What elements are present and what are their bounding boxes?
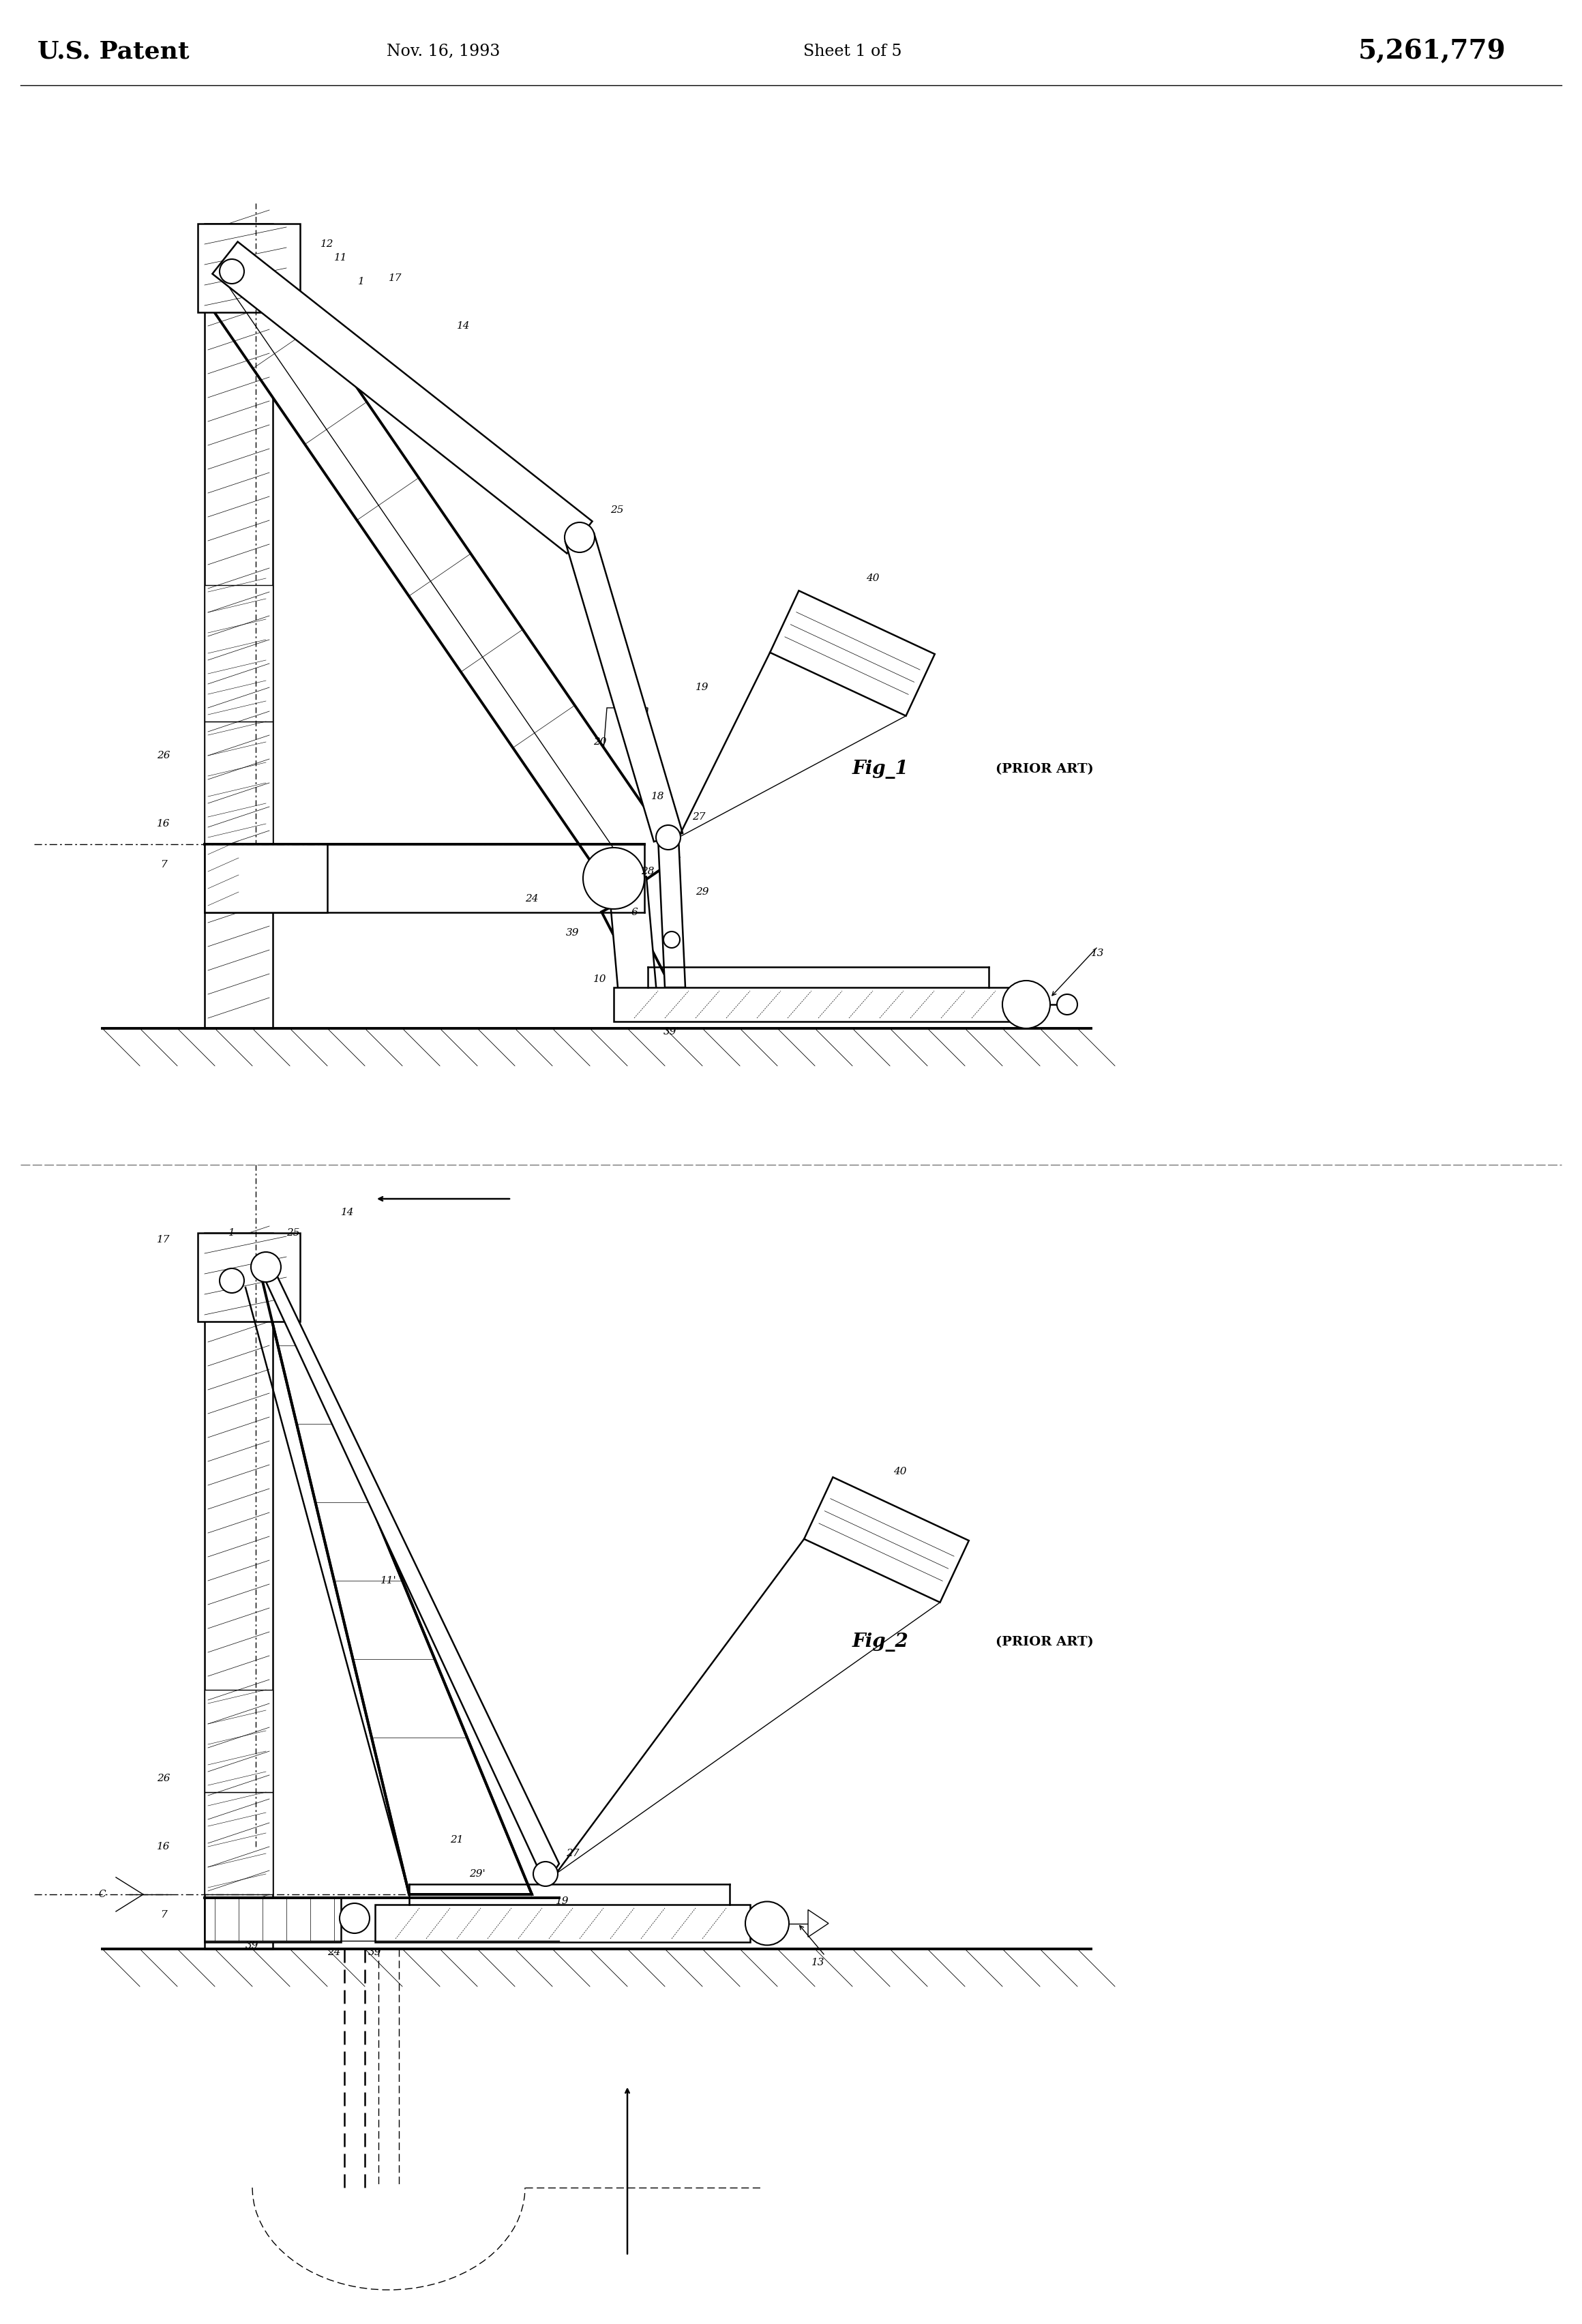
Circle shape <box>533 1862 558 1887</box>
Text: Fig_2: Fig_2 <box>853 1631 908 1652</box>
Text: 21: 21 <box>451 1836 464 1845</box>
Text: 7: 7 <box>160 1910 168 1920</box>
Text: 24: 24 <box>525 895 538 904</box>
Text: (PRIOR ART): (PRIOR ART) <box>995 1636 1093 1648</box>
Text: 39: 39 <box>369 1948 381 1957</box>
Bar <box>204 223 272 1027</box>
Bar <box>204 844 327 913</box>
Text: 6: 6 <box>631 909 638 918</box>
Text: 18: 18 <box>652 792 664 802</box>
Polygon shape <box>609 876 657 997</box>
Circle shape <box>252 1253 282 1283</box>
Text: 1: 1 <box>228 1227 236 1239</box>
Text: 25: 25 <box>286 1227 301 1239</box>
Polygon shape <box>623 995 682 1016</box>
Text: 17: 17 <box>157 1234 171 1246</box>
Text: 26: 26 <box>157 1773 171 1783</box>
Bar <box>204 586 272 720</box>
Text: 39: 39 <box>566 927 579 937</box>
Text: 39: 39 <box>245 1941 259 1950</box>
Text: 13: 13 <box>812 1957 824 1968</box>
Circle shape <box>663 932 680 948</box>
Text: 7: 7 <box>160 860 168 869</box>
Text: 40: 40 <box>867 574 880 583</box>
Circle shape <box>220 1269 244 1292</box>
Circle shape <box>1057 995 1077 1016</box>
Text: U.S. Patent: U.S. Patent <box>38 40 190 63</box>
Polygon shape <box>658 837 685 988</box>
Polygon shape <box>259 1267 558 1885</box>
Text: 16: 16 <box>157 1843 171 1852</box>
Text: 29: 29 <box>696 888 709 897</box>
Polygon shape <box>808 1910 829 1936</box>
Text: 10: 10 <box>593 974 607 983</box>
Text: 1: 1 <box>358 277 365 286</box>
Text: 40: 40 <box>894 1466 906 1476</box>
Circle shape <box>565 523 595 553</box>
Text: C: C <box>98 1889 106 1899</box>
Bar <box>204 1899 342 1943</box>
Text: Sheet 1 of 5: Sheet 1 of 5 <box>804 44 902 58</box>
Text: 29': 29' <box>470 1868 486 1878</box>
Bar <box>614 988 1009 1023</box>
Text: 14: 14 <box>342 1208 354 1218</box>
Bar <box>375 1906 750 1943</box>
Text: 19: 19 <box>555 1896 570 1906</box>
Text: 39': 39' <box>663 1027 680 1037</box>
Circle shape <box>584 848 644 909</box>
Circle shape <box>657 825 680 851</box>
Bar <box>204 1792 272 1894</box>
Text: 12: 12 <box>321 239 334 249</box>
Polygon shape <box>593 709 647 878</box>
Text: 17: 17 <box>389 274 402 284</box>
Circle shape <box>340 1903 370 1934</box>
Bar <box>198 1234 301 1322</box>
Text: 16: 16 <box>157 818 171 830</box>
Bar <box>204 1234 272 1950</box>
Text: 19: 19 <box>696 683 709 693</box>
Text: Fig_1: Fig_1 <box>853 760 908 779</box>
Text: 11': 11' <box>381 1576 397 1585</box>
Text: Nov. 16, 1993: Nov. 16, 1993 <box>386 44 500 58</box>
Text: 14: 14 <box>457 321 470 330</box>
Bar <box>204 1690 272 1792</box>
Circle shape <box>1003 981 1050 1027</box>
Text: (PRIOR ART): (PRIOR ART) <box>995 762 1093 776</box>
Polygon shape <box>201 251 679 899</box>
Polygon shape <box>770 590 935 716</box>
Polygon shape <box>212 242 592 553</box>
Polygon shape <box>259 1267 532 1894</box>
Circle shape <box>220 260 244 284</box>
Text: 13: 13 <box>1092 948 1104 957</box>
Polygon shape <box>565 532 683 841</box>
Text: 28: 28 <box>641 867 655 876</box>
Bar <box>204 720 272 844</box>
Text: 25: 25 <box>611 504 623 516</box>
Text: 26: 26 <box>157 751 171 760</box>
Polygon shape <box>601 899 680 1018</box>
Text: 5,261,779: 5,261,779 <box>1357 37 1506 65</box>
Polygon shape <box>804 1478 968 1601</box>
Text: 24: 24 <box>327 1948 340 1957</box>
Text: 20: 20 <box>593 737 607 746</box>
Text: 27: 27 <box>566 1848 579 1859</box>
Text: 11: 11 <box>334 253 348 263</box>
Text: 27: 27 <box>693 811 706 823</box>
Circle shape <box>745 1901 789 1945</box>
Bar <box>198 223 301 311</box>
